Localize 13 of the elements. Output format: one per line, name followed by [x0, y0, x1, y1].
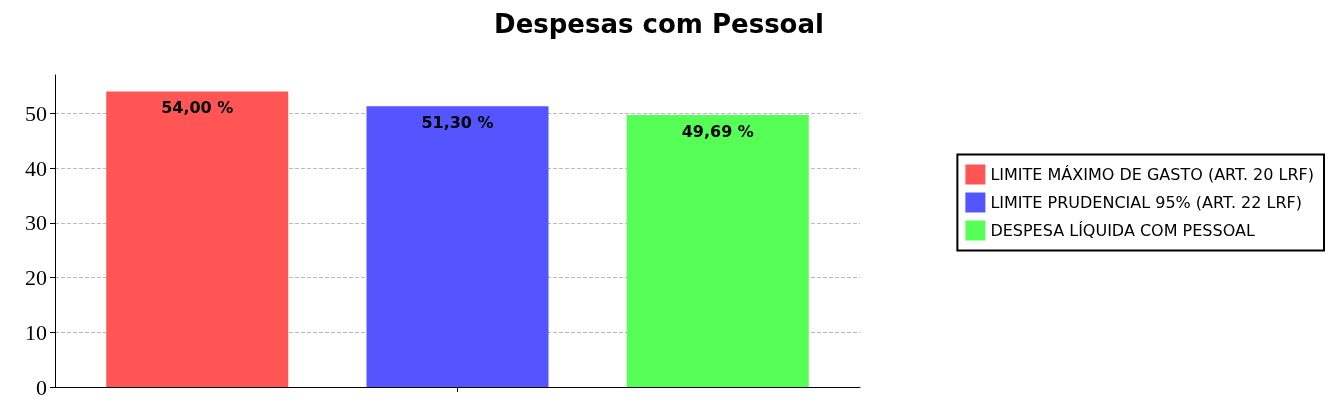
y-tick-label: 30	[25, 210, 47, 236]
data-label: 51,30 %	[421, 112, 494, 132]
y-tick-label: 0	[36, 374, 47, 400]
y-tick-label: 50	[25, 100, 47, 126]
legend-label: DESPESA LÍQUIDA COM PESSOAL	[990, 221, 1255, 240]
y-tick-label: 20	[25, 265, 47, 291]
legend-label: LIMITE MÁXIMO DE GASTO (ART. 20 LRF)	[990, 165, 1315, 184]
data-label: 49,69 %	[681, 121, 754, 141]
y-tick-label: 40	[25, 155, 47, 181]
data-label: 54,00 %	[161, 97, 234, 117]
chart-title: Despesas com Pessoal	[494, 9, 824, 39]
y-tick-label: 10	[25, 319, 47, 345]
legend-label: LIMITE PRUDENCIAL 95% (ART. 22 LRF)	[990, 193, 1302, 212]
